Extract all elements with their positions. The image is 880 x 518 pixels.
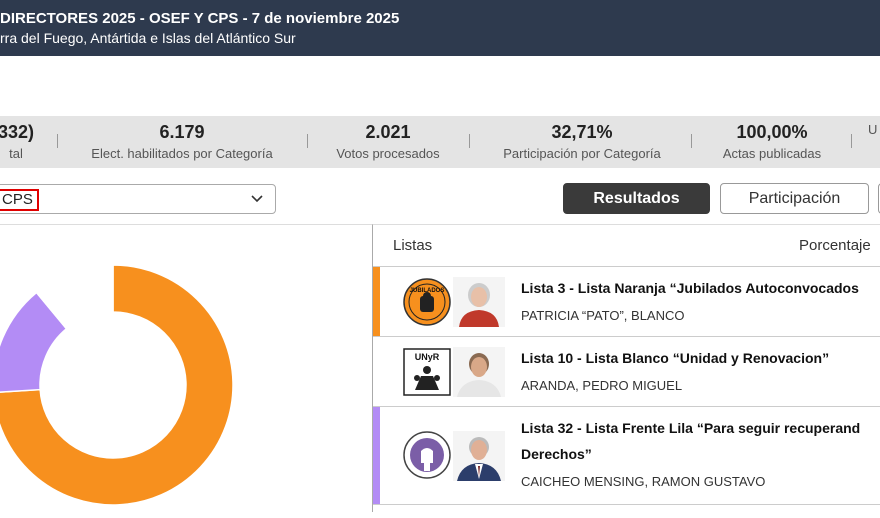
results-button[interactable]: Resultados [563,183,710,214]
stat-electors: 6.179 Elect. habilitados por Categoría [72,116,292,168]
results-chart [0,224,372,512]
stat-cut: U [868,116,880,168]
candidate-photo-icon [453,277,505,327]
stat-acts: 100,00% Actas publicadas [704,116,840,168]
stat-divider [307,134,308,148]
list-name: Lista 3 - Lista Naranja “Jubilados Autoc… [521,280,859,296]
stat-participation-value: 32,71% [551,122,613,142]
stat-divider [851,134,852,148]
stat-votes: 2.021 Votos procesados [318,116,458,168]
stat-acts-label: Actas publicadas [722,146,822,161]
logo-text: JUBILADOS [410,288,445,294]
list-row-10[interactable]: UNyR Lista 10 - Lista Blanco “Unidad y R… [373,337,880,407]
category-select[interactable]: CPS [0,184,276,214]
list-name: Lista 10 - Lista Blanco “Unidad y Renova… [521,350,830,366]
results-panel: Listas Porcentaje JUBILADOS Lista 3 - Li… [372,224,880,513]
donut-chart [0,264,234,506]
list-color-bar [373,267,380,336]
candidate-name: ARANDA, PEDRO MIGUEL [521,378,683,393]
chevron-down-icon [251,195,263,203]
candidate-name: CAICHEO MENSING, RAMON GUSTAVO [521,474,766,489]
jubilados-logo-icon: JUBILADOS [403,278,451,326]
stat-electors-label: Elect. habilitados por Categoría [91,146,273,161]
stat-total-label: tal [9,146,23,161]
stat-divider [691,134,692,148]
list-color-bar [373,337,380,406]
donut-slice[interactable] [0,264,234,506]
column-lists: Listas [393,237,433,254]
list-color-bar [373,407,380,504]
unyr-logo-icon: UNyR [403,348,451,396]
stat-participation: 32,71% Participación por Categoría [482,116,682,168]
logo-text: UNyR [415,352,440,362]
stat-cut-label: U [868,122,878,137]
stat-divider [57,134,58,148]
list-row-next [373,505,880,513]
list-name-line-2: Derechos” [521,446,592,462]
stat-votes-value: 2.021 [365,122,411,142]
list-row-3[interactable]: JUBILADOS Lista 3 - Lista Naranja “Jubil… [373,267,880,337]
stats-bar: 332) tal 6.179 Elect. habilitados por Ca… [0,116,880,168]
donut-slice[interactable] [35,264,114,330]
category-select-value: CPS [0,189,39,211]
stat-votes-label: Votos procesados [336,146,440,161]
stat-total-value: 332) [0,122,35,142]
stat-divider [469,134,470,148]
stat-participation-label: Participación por Categoría [503,146,661,161]
stat-acts-value: 100,00% [736,122,808,142]
app-header: DIRECTORES 2025 - OSEF Y CPS - 7 de novi… [0,0,880,56]
candidate-name: PATRICIA “PATO”, BLANCO [521,308,685,323]
candidate-photo-icon [453,431,505,481]
frente-lila-logo-icon [403,431,451,479]
column-percentage: Porcentaje [799,237,871,254]
stat-total: 332) tal [0,116,46,168]
page-title: DIRECTORES 2025 - OSEF Y CPS - 7 de novi… [0,10,400,27]
participation-button[interactable]: Participación [720,183,869,214]
candidate-photo-icon [453,347,505,397]
list-row-32[interactable]: Lista 32 - Lista Frente Lila “Para segui… [373,407,880,505]
stat-electors-value: 6.179 [159,122,205,142]
page-subtitle: rra del Fuego, Antártida e Islas del Atl… [0,30,296,46]
results-table-header: Listas Porcentaje [373,225,880,267]
list-name: Lista 32 - Lista Frente Lila “Para segui… [521,420,861,436]
